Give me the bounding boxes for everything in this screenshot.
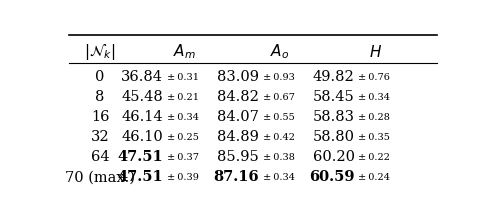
- Text: 70 (max.): 70 (max.): [65, 170, 135, 184]
- Text: ± 0.31: ± 0.31: [167, 73, 199, 82]
- Text: 64: 64: [91, 150, 109, 164]
- Text: 58.80: 58.80: [313, 130, 355, 144]
- Text: 0: 0: [95, 70, 105, 84]
- Text: $H$: $H$: [369, 44, 382, 60]
- Text: 45.48: 45.48: [122, 90, 163, 104]
- Text: ± 0.34: ± 0.34: [167, 113, 199, 122]
- Text: 36.84: 36.84: [121, 70, 163, 84]
- Text: 47.51: 47.51: [118, 170, 163, 184]
- Text: ± 0.35: ± 0.35: [359, 133, 390, 142]
- Text: 83.09: 83.09: [217, 70, 259, 84]
- Text: ± 0.22: ± 0.22: [359, 153, 390, 162]
- Text: 46.14: 46.14: [122, 110, 163, 124]
- Text: $|\mathcal{N}_k|$: $|\mathcal{N}_k|$: [84, 42, 116, 62]
- Text: ± 0.67: ± 0.67: [263, 93, 294, 102]
- Text: ± 0.25: ± 0.25: [167, 133, 199, 142]
- Text: 85.95: 85.95: [217, 150, 259, 164]
- Text: ± 0.38: ± 0.38: [263, 153, 294, 162]
- Text: 60.59: 60.59: [309, 170, 355, 184]
- Text: 47.51: 47.51: [118, 150, 163, 164]
- Text: ± 0.93: ± 0.93: [263, 73, 294, 82]
- Text: ± 0.34: ± 0.34: [359, 93, 390, 102]
- Text: ± 0.34: ± 0.34: [263, 173, 295, 182]
- Text: 16: 16: [91, 110, 109, 124]
- Text: ± 0.37: ± 0.37: [167, 153, 199, 162]
- Text: 32: 32: [91, 130, 109, 144]
- Text: 84.82: 84.82: [217, 90, 259, 104]
- Text: $A_o$: $A_o$: [270, 42, 289, 61]
- Text: 60.20: 60.20: [313, 150, 355, 164]
- Text: ± 0.76: ± 0.76: [359, 73, 390, 82]
- Text: 8: 8: [95, 90, 105, 104]
- Text: $A_m$: $A_m$: [173, 42, 196, 61]
- Text: 46.10: 46.10: [122, 130, 163, 144]
- Text: ± 0.42: ± 0.42: [263, 133, 295, 142]
- Text: ± 0.39: ± 0.39: [167, 173, 199, 182]
- Text: ± 0.55: ± 0.55: [263, 113, 294, 122]
- Text: 58.45: 58.45: [313, 90, 355, 104]
- Text: 84.89: 84.89: [217, 130, 259, 144]
- Text: 49.82: 49.82: [313, 70, 355, 84]
- Text: ± 0.28: ± 0.28: [359, 113, 390, 122]
- Text: ± 0.24: ± 0.24: [359, 173, 390, 182]
- Text: 84.07: 84.07: [217, 110, 259, 124]
- Text: ± 0.21: ± 0.21: [167, 93, 199, 102]
- Text: 87.16: 87.16: [213, 170, 259, 184]
- Text: 58.83: 58.83: [313, 110, 355, 124]
